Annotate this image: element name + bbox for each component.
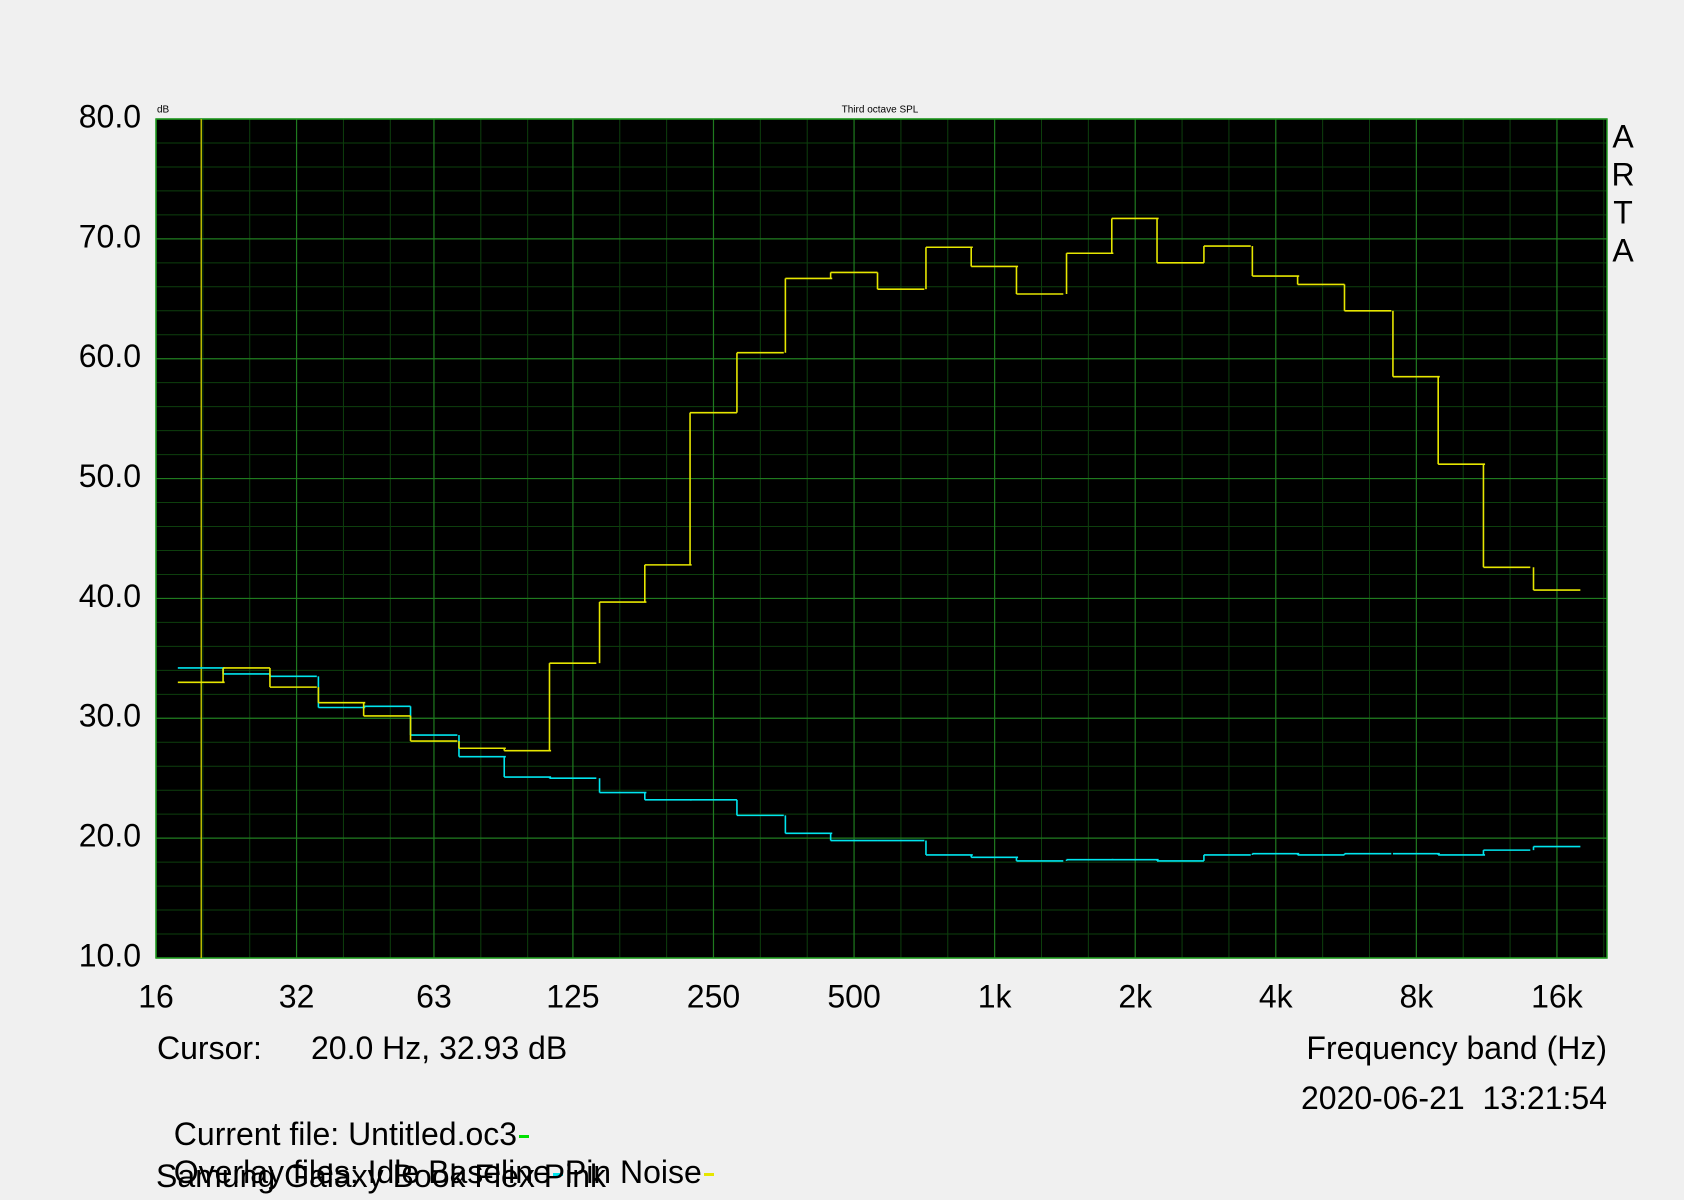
x-tick-label: 500 bbox=[827, 978, 880, 1014]
x-axis-label: Frequency band (Hz) bbox=[1306, 1030, 1607, 1066]
x-tick-label: 16 bbox=[138, 978, 174, 1014]
y-unit: dB bbox=[157, 105, 170, 116]
x-tick-label: 2k bbox=[1118, 978, 1153, 1014]
current-file-name: Untitled.oc3 bbox=[348, 1116, 518, 1152]
chart-title: Third octave SPL bbox=[842, 105, 919, 116]
brand-letter: R bbox=[1611, 156, 1634, 192]
legend-swatch bbox=[703, 1173, 714, 1177]
x-tick-label: 8k bbox=[1399, 978, 1434, 1014]
brand-letter: A bbox=[1612, 232, 1634, 268]
legend-entry: Idle Baseline bbox=[367, 1154, 551, 1190]
timestamp: 2020-06-21 13:21:54 bbox=[1300, 1080, 1607, 1116]
y-tick-label: 70.0 bbox=[79, 218, 141, 254]
y-tick-label: 20.0 bbox=[79, 818, 141, 854]
brand-letter: A bbox=[1612, 118, 1634, 154]
y-tick-label: 80.0 bbox=[79, 98, 141, 134]
y-tick-label: 60.0 bbox=[79, 338, 141, 374]
x-tick-label: 63 bbox=[416, 978, 452, 1014]
y-tick-label: 40.0 bbox=[79, 578, 141, 614]
note: Samung Galaxy Book Flex Pink bbox=[156, 1158, 606, 1194]
legend: Overlay files: Idle Baseline Pin Noise bbox=[156, 1118, 716, 1190]
cursor-label: Cursor: bbox=[157, 1030, 262, 1066]
x-tick-label: 1k bbox=[978, 978, 1013, 1014]
current-file: Current file: Untitled.oc3 bbox=[156, 1080, 531, 1152]
legend-entry: Pin Noise bbox=[564, 1154, 702, 1190]
x-tick-label: 16k bbox=[1531, 978, 1584, 1014]
legend-swatch bbox=[552, 1173, 563, 1177]
x-tick-label: 125 bbox=[546, 978, 599, 1014]
brand-letter: T bbox=[1613, 194, 1633, 230]
x-tick-label: 4k bbox=[1259, 978, 1294, 1014]
y-tick-label: 30.0 bbox=[79, 698, 141, 734]
overlay-label: Overlay files: bbox=[173, 1154, 359, 1190]
cursor-readout: 20.0 Hz, 32.93 dB bbox=[311, 1030, 568, 1066]
y-tick-label: 10.0 bbox=[79, 937, 141, 973]
x-tick-label: 32 bbox=[279, 978, 315, 1014]
current-file-label: Current file: bbox=[173, 1116, 340, 1152]
y-tick-label: 50.0 bbox=[79, 458, 141, 494]
plot-border bbox=[155, 118, 1608, 959]
x-tick-label: 250 bbox=[687, 978, 740, 1014]
legend-swatch bbox=[519, 1135, 530, 1139]
plot-area bbox=[156, 119, 1607, 958]
